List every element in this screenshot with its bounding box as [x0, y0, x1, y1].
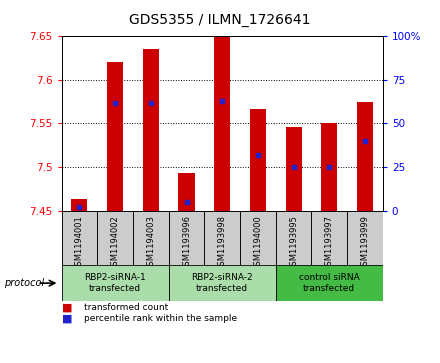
Bar [286, 127, 301, 211]
Bar [169, 211, 204, 265]
Text: GSM1194003: GSM1194003 [147, 215, 155, 271]
Bar [276, 211, 312, 265]
Bar [276, 265, 383, 301]
Bar [133, 211, 169, 265]
Text: RBP2-siRNA-2
transfected: RBP2-siRNA-2 transfected [191, 273, 253, 293]
Bar [204, 211, 240, 265]
Text: GSM1194001: GSM1194001 [75, 215, 84, 271]
Bar [179, 173, 194, 211]
Bar [71, 199, 88, 211]
Text: RBP2-siRNA-1
transfected: RBP2-siRNA-1 transfected [84, 273, 146, 293]
Bar [107, 62, 123, 211]
Text: transformed count: transformed count [84, 303, 168, 312]
Text: GSM1193996: GSM1193996 [182, 215, 191, 271]
Bar [143, 49, 159, 211]
Bar [62, 265, 169, 301]
Text: GSM1193995: GSM1193995 [289, 215, 298, 271]
Bar [347, 211, 383, 265]
Text: ■: ■ [62, 302, 72, 313]
Text: protocol: protocol [4, 278, 44, 288]
Text: GSM1194000: GSM1194000 [253, 215, 262, 271]
Text: GSM1194002: GSM1194002 [110, 215, 120, 271]
Text: percentile rank within the sample: percentile rank within the sample [84, 314, 237, 323]
Text: control siRNA
transfected: control siRNA transfected [299, 273, 359, 293]
Text: ■: ■ [62, 313, 72, 323]
Bar [357, 102, 373, 211]
Bar [312, 211, 347, 265]
Bar [321, 123, 337, 211]
Text: GDS5355 / ILMN_1726641: GDS5355 / ILMN_1726641 [129, 13, 311, 27]
Bar [240, 211, 276, 265]
Bar [250, 109, 266, 211]
Bar [214, 36, 230, 211]
Text: GSM1193997: GSM1193997 [325, 215, 334, 271]
Bar [169, 265, 276, 301]
Bar [62, 211, 97, 265]
Bar [97, 211, 133, 265]
Text: GSM1193998: GSM1193998 [218, 215, 227, 271]
Text: GSM1193999: GSM1193999 [360, 215, 370, 271]
